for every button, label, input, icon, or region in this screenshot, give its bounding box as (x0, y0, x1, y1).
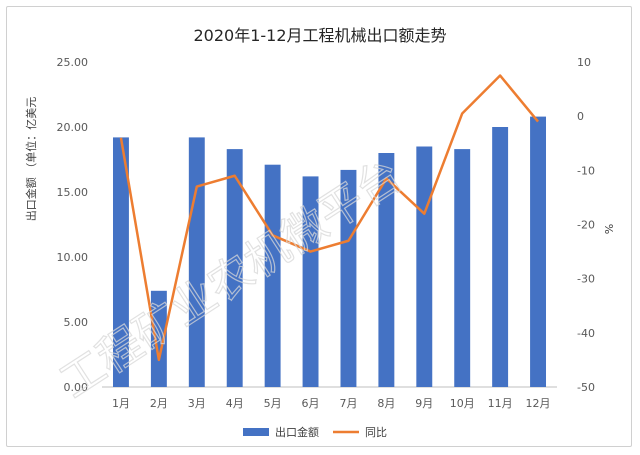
plot-area (102, 74, 557, 388)
chart-frame: 2020年1-12月工程机械出口额走势 0.00 5.00 10.00 15.00 20… (6, 6, 632, 447)
bar-7 (340, 169, 357, 387)
x-tick-label-1: 1月 (112, 397, 130, 410)
bar-8 (378, 153, 395, 387)
bar-6 (302, 176, 319, 387)
x-tick-label-12: 12月 (526, 397, 551, 410)
legend-bar-swatch (243, 428, 269, 436)
left-tick-label-5: 25.00 (57, 56, 89, 69)
right-tick-label-2: -30 (577, 273, 595, 286)
left-tick-label-4: 20.00 (57, 121, 89, 134)
legend: 出口金额 同比 (243, 425, 387, 439)
bar-5 (264, 164, 281, 387)
left-tick-label-1: 5.00 (64, 316, 89, 329)
right-tick-label-5: 0 (577, 110, 584, 123)
x-tick-label-4: 4月 (226, 397, 244, 410)
chart: 2020年1-12月工程机械出口额走势 0.00 5.00 10.00 15.00 20… (24, 26, 615, 439)
line-series (119, 74, 540, 362)
right-tick-label-0: -50 (577, 381, 595, 394)
left-tick-label-0: 0.00 (64, 381, 89, 394)
x-axis-ticks: 1月 2月 3月 4月 5月 6月 7月 8月 9月 10月 11月 12月 (112, 397, 551, 410)
legend-line-label: 同比 (365, 426, 387, 439)
bar-series (112, 116, 547, 387)
right-tick-label-6: 10 (577, 56, 591, 69)
bar-12 (530, 116, 547, 387)
bar-4 (226, 149, 243, 387)
right-axis-ticks: -50 -40 -30 -20 -10 0 10 (577, 56, 595, 394)
bar-1 (112, 137, 129, 387)
bar-2 (150, 290, 167, 387)
right-tick-label-3: -20 (577, 219, 595, 232)
bar-9 (416, 146, 433, 387)
chart-title: 2020年1-12月工程机械出口额走势 (193, 26, 446, 45)
x-tick-label-7: 7月 (339, 397, 357, 410)
left-tick-label-2: 10.00 (57, 251, 89, 264)
left-tick-label-3: 15.00 (57, 186, 89, 199)
x-tick-label-11: 11月 (488, 397, 513, 410)
bar-11 (492, 127, 509, 387)
left-axis-ticks: 0.00 5.00 10.00 15.00 20.00 25.00 (57, 56, 89, 394)
x-tick-label-10: 10月 (450, 397, 475, 410)
x-tick-label-3: 3月 (188, 397, 206, 410)
x-tick-label-6: 6月 (302, 397, 320, 410)
legend-bar-label: 出口金额 (275, 425, 319, 439)
x-tick-label-8: 8月 (377, 397, 395, 410)
right-axis-title: % (602, 224, 615, 234)
right-tick-label-4: -10 (577, 164, 595, 177)
x-tick-label-5: 5月 (264, 397, 282, 410)
x-tick-label-9: 9月 (415, 397, 433, 410)
bar-10 (454, 149, 471, 387)
left-axis-title: 出口金额 （单位：亿美元 (24, 97, 38, 222)
bar-3 (188, 137, 205, 387)
x-tick-label-2: 2月 (150, 397, 168, 410)
right-tick-label-1: -40 (577, 327, 595, 340)
line-yoy (119, 74, 540, 362)
